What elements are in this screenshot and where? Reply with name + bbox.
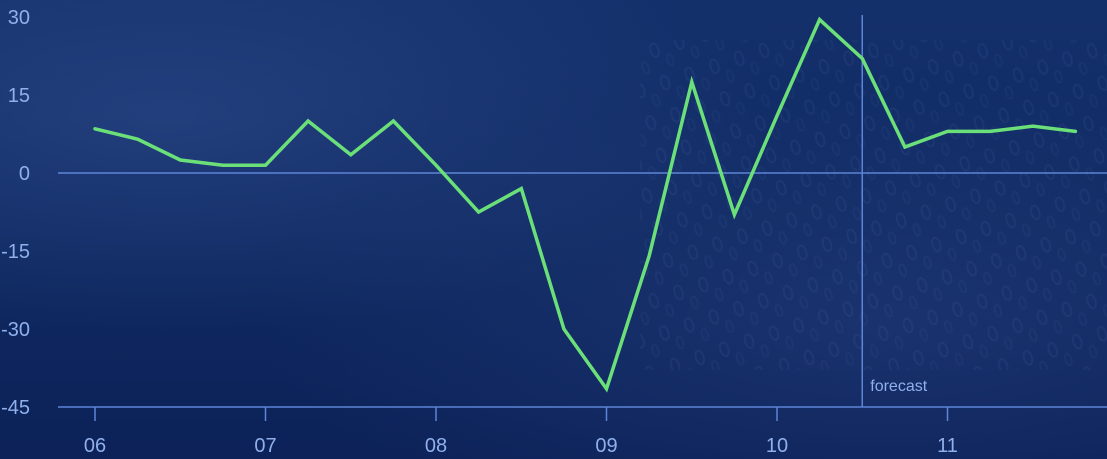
y-tick-label: 15 [8,85,30,107]
data-point [392,120,394,122]
data-point [350,154,352,156]
data-point [733,213,735,215]
data-point [605,388,607,390]
data-point [477,211,479,213]
x-tick-label: 11 [937,435,958,457]
data-point [264,164,266,166]
data-point [520,187,522,189]
data-point [904,146,906,148]
data-point [179,159,181,161]
x-tick-label: 10 [766,435,788,457]
data-point [563,328,565,330]
x-tick-label: 08 [425,435,447,457]
data-point [1032,125,1034,127]
y-tick-label: -30 [1,319,30,341]
data-point [136,138,138,140]
data-point [989,130,991,132]
y-tick-label: 0 [19,163,30,185]
data-point [307,120,309,122]
y-tick-label: -45 [1,397,30,419]
data-point [776,115,778,117]
x-tick-label: 06 [84,435,106,457]
data-point [818,18,820,20]
y-tick-label: 30 [8,7,30,29]
forecast-label: forecast [870,378,927,395]
data-point [691,81,693,83]
data-point [946,130,948,132]
y-tick-label: -15 [1,241,30,263]
background-texture [640,40,1107,370]
data-point [222,164,224,166]
x-tick-label: 09 [595,435,617,457]
data-point [1074,130,1076,132]
x-tick-label: 07 [254,435,276,457]
data-point [648,255,650,257]
data-point [861,57,863,59]
data-point [435,164,437,166]
data-point [94,128,96,130]
